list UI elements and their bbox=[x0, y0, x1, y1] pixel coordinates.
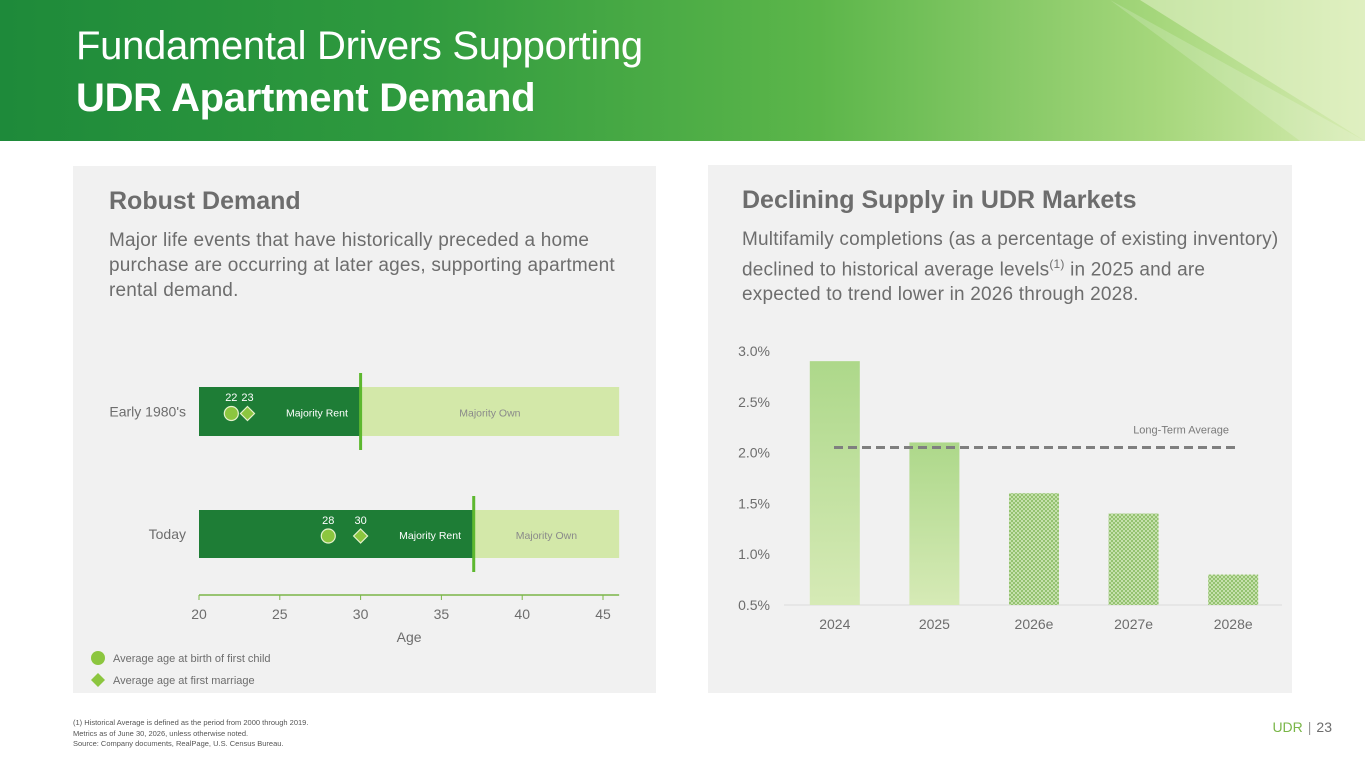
supply-bar bbox=[909, 442, 960, 605]
declining-supply-title: Declining Supply in UDR Markets bbox=[742, 186, 1137, 214]
first-marriage-age-marker bbox=[352, 528, 369, 544]
supply-bar bbox=[1009, 493, 1059, 605]
header-decoration bbox=[1110, 0, 1365, 141]
y-tick-label: 1.0% bbox=[738, 546, 770, 562]
y-tick-label: 2.0% bbox=[738, 445, 770, 461]
description-text: Multifamily completions (as a percentage… bbox=[742, 229, 1279, 281]
supply-bar bbox=[809, 361, 860, 605]
footer-separator: | bbox=[1307, 719, 1312, 735]
footnotes: (1) Historical Average is defined as the… bbox=[73, 718, 308, 750]
category-label: 2026e bbox=[1015, 616, 1054, 632]
page-title-line1: Fundamental Drivers Supporting bbox=[76, 24, 643, 68]
category-label: 2024 bbox=[819, 616, 850, 632]
age-chart: Early 1980's Majority Rent Majority Own Tod… bbox=[91, 373, 620, 687]
category-label: 2025 bbox=[919, 616, 950, 632]
age-data-label: 23 bbox=[241, 392, 253, 404]
category-label: Today bbox=[149, 526, 186, 542]
footnote-marker: (1) bbox=[1049, 257, 1065, 271]
y-tick-label: 0.5% bbox=[738, 597, 770, 613]
x-axis-title: Age bbox=[397, 629, 422, 645]
legend-diamond-icon bbox=[91, 673, 105, 687]
majority-own-bar bbox=[473, 510, 620, 558]
x-tick-label: 25 bbox=[272, 606, 288, 622]
page-title-line2: UDR Apartment Demand bbox=[76, 76, 536, 120]
age-data-label: 30 bbox=[354, 515, 366, 527]
supply-bar bbox=[1208, 574, 1259, 605]
declining-supply-description: Multifamily completions (as a percentage… bbox=[742, 227, 1282, 307]
footnote-metrics-date: Metrics as of June 30, 2026, unless othe… bbox=[73, 728, 249, 738]
age-data-label: 22 bbox=[225, 392, 237, 404]
y-tick-label: 1.5% bbox=[738, 495, 770, 511]
x-tick-label: 35 bbox=[434, 606, 450, 622]
first-marriage-age-marker bbox=[239, 405, 256, 422]
header-banner: Fundamental Drivers Supporting UDR Apart… bbox=[0, 0, 1365, 141]
page-footer: UDR | 23 bbox=[1272, 719, 1332, 735]
y-tick-label: 2.5% bbox=[738, 394, 770, 410]
majority-own-label: Majority Own bbox=[516, 530, 577, 542]
legend-first-marriage-label: Average age at first marriage bbox=[113, 675, 255, 687]
y-tick-label: 3.0% bbox=[738, 343, 770, 359]
legend-circle-icon bbox=[91, 651, 105, 665]
category-label: Early 1980's bbox=[109, 404, 186, 420]
majority-own-label: Majority Own bbox=[459, 408, 520, 420]
category-label: 2027e bbox=[1114, 616, 1153, 632]
page-number: 23 bbox=[1316, 719, 1332, 735]
first-child-age-marker bbox=[223, 405, 239, 422]
majority-rent-label: Majority Rent bbox=[399, 530, 461, 542]
majority-rent-bar bbox=[199, 510, 474, 558]
x-tick-label: 45 bbox=[595, 606, 611, 622]
first-child-age-marker bbox=[320, 528, 336, 544]
category-label: 2028e bbox=[1214, 616, 1253, 632]
brand-label: UDR bbox=[1272, 719, 1303, 735]
description-text-end: in 2025 and are expected to trend lower … bbox=[742, 259, 1206, 306]
long-term-average-label: Long-Term Average bbox=[1133, 425, 1229, 437]
robust-demand-title: Robust Demand bbox=[109, 187, 301, 215]
majority-rent-label: Majority Rent bbox=[286, 408, 348, 420]
supply-bar bbox=[1108, 513, 1159, 605]
majority-own-bar bbox=[360, 387, 620, 436]
x-tick-label: 20 bbox=[191, 606, 207, 622]
footnote-source: Source: Company documents, RealPage, U.S… bbox=[73, 739, 284, 748]
legend-first-child-label: Average age at birth of first child bbox=[113, 653, 271, 665]
footnote-historical-average: (1) Historical Average is defined as the… bbox=[73, 718, 309, 727]
robust-demand-description: Major life events that have historically… bbox=[109, 230, 615, 301]
supply-chart: 0.5% 1.0% 1.5% 2.0% 2.5% 3.0% 2024 2025 2026e 202… bbox=[738, 343, 1282, 632]
age-data-label: 28 bbox=[322, 515, 334, 527]
x-tick-label: 40 bbox=[514, 606, 530, 622]
x-tick-label: 30 bbox=[353, 606, 369, 622]
